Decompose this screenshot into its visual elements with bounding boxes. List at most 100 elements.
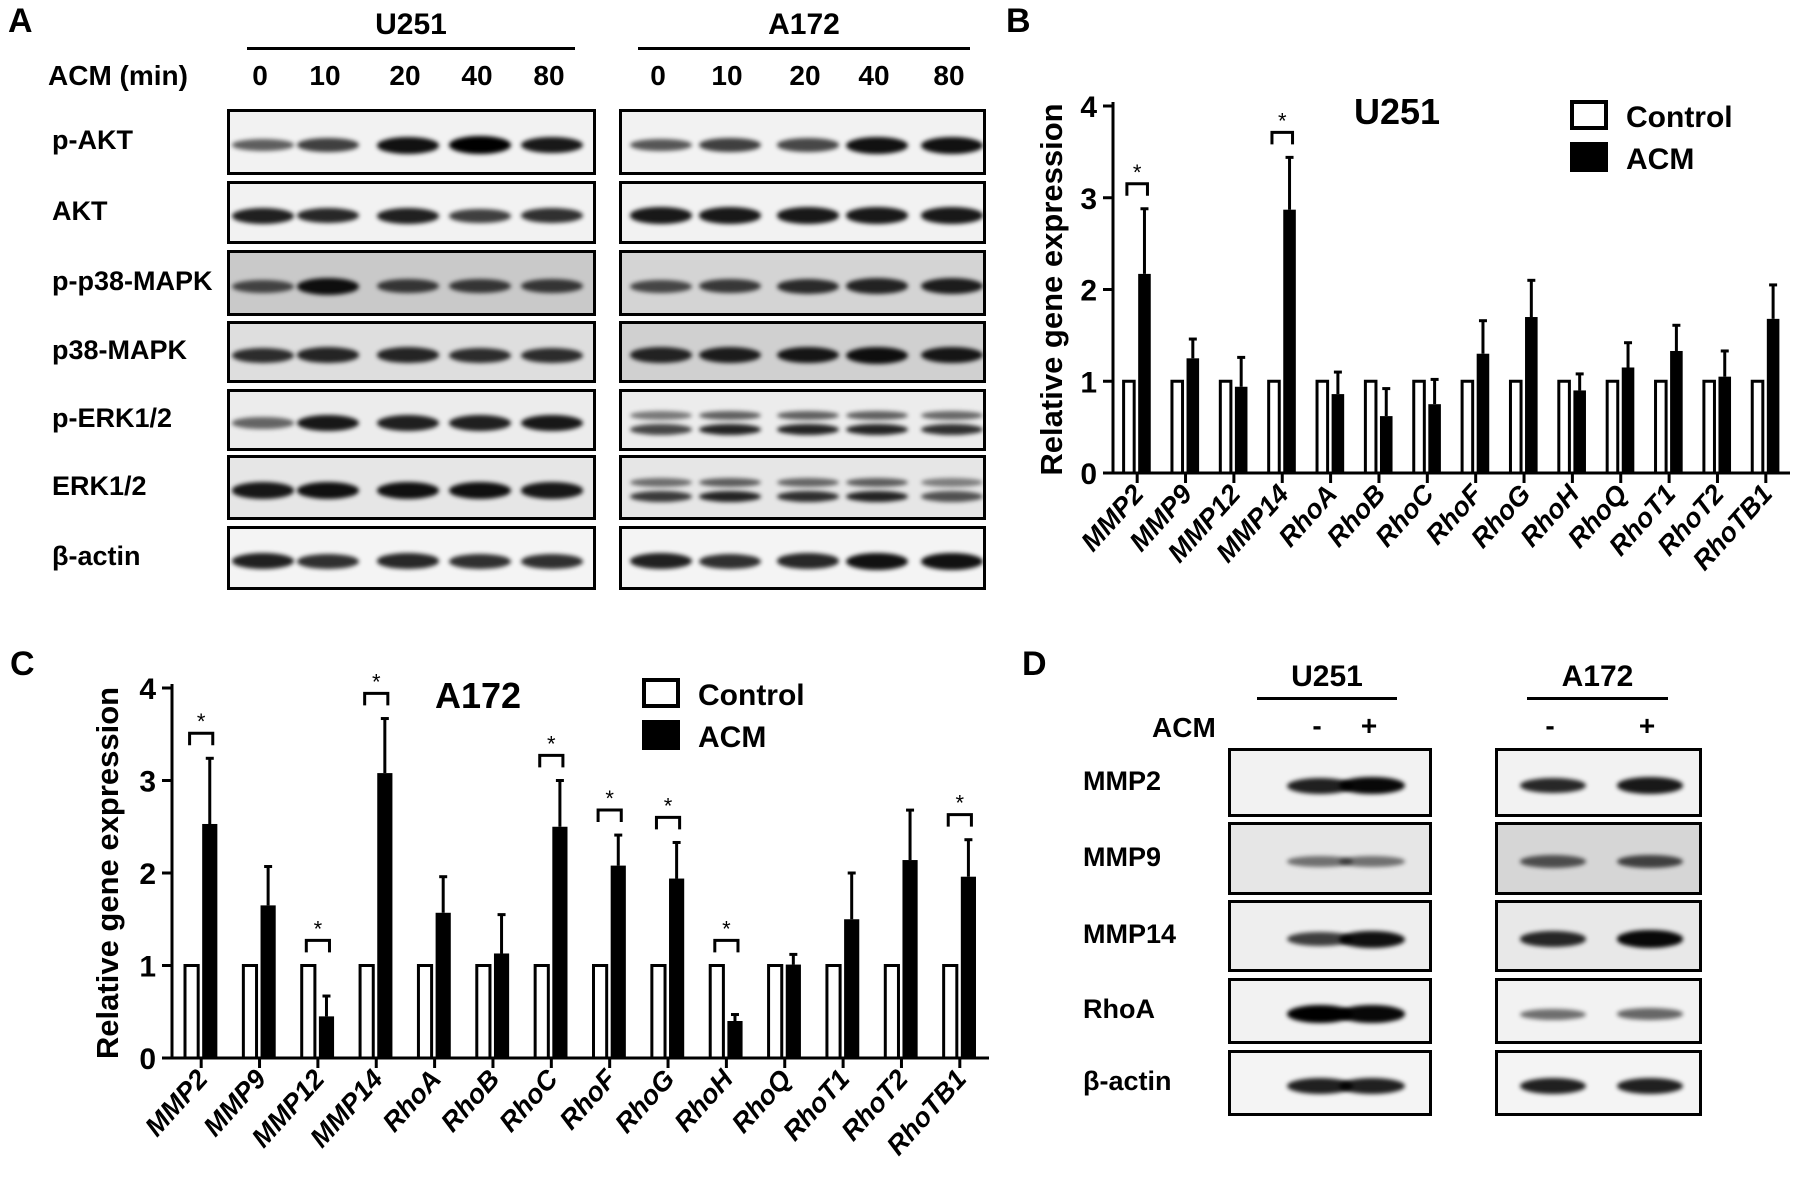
bar-acm xyxy=(844,919,860,1058)
acm-time-label: ACM (min) xyxy=(48,60,188,91)
bar-acm xyxy=(1186,358,1200,473)
bar-acm xyxy=(610,865,626,1058)
legend-swatch-control xyxy=(1570,100,1608,130)
significance-bracket xyxy=(538,753,565,768)
blot-row-label: β-actin xyxy=(1083,1066,1172,1096)
significance-star: * xyxy=(605,786,614,811)
protein-band xyxy=(520,553,584,569)
protein-band xyxy=(520,208,584,223)
protein-band xyxy=(845,410,909,420)
bar-control xyxy=(825,964,842,1060)
y-tick-label: 4 xyxy=(1080,91,1097,124)
blot-row-label: MMP2 xyxy=(1083,765,1162,796)
x-tick-label: RhoB xyxy=(435,1064,505,1138)
blot-rhoa xyxy=(1228,978,1432,1044)
significance-bracket xyxy=(654,815,682,830)
bar-control xyxy=(883,964,900,1060)
bar-acm xyxy=(202,823,218,1058)
blot--actin xyxy=(619,526,986,590)
bar-control xyxy=(1315,379,1330,475)
protein-band xyxy=(776,278,840,294)
protein-band xyxy=(231,279,295,293)
protein-band xyxy=(1339,856,1405,867)
bar-acm xyxy=(902,860,918,1058)
protein-band xyxy=(776,478,840,487)
protein-band xyxy=(1339,776,1405,795)
bar-control xyxy=(1605,379,1620,475)
protein-band xyxy=(376,482,440,499)
y-axis-label: Relative gene expression xyxy=(90,687,125,1059)
legend-label: Control xyxy=(1626,101,1733,134)
bar-control xyxy=(1218,379,1233,475)
protein-band xyxy=(1520,777,1586,794)
legend-label: ACM xyxy=(698,721,766,754)
panel-d-a172-header: A172 xyxy=(1561,660,1634,693)
x-tick-label: RhoG xyxy=(609,1064,680,1139)
bar-acm xyxy=(1621,367,1635,473)
y-tick-label: 0 xyxy=(139,1043,156,1076)
bar-acm xyxy=(1573,390,1586,473)
significance-bracket xyxy=(188,731,215,746)
lane-label: - xyxy=(1545,710,1555,741)
protein-band xyxy=(231,207,295,224)
protein-band xyxy=(920,136,984,154)
x-tick-label: RhoH xyxy=(668,1064,739,1138)
lane-label: 20 xyxy=(789,60,821,91)
blot-row-label: MMP9 xyxy=(1083,841,1162,872)
blot--actin xyxy=(227,526,596,590)
protein-band xyxy=(629,478,693,487)
protein-band xyxy=(698,491,762,502)
bar-control xyxy=(1702,379,1716,475)
lane-label: 10 xyxy=(711,60,743,91)
protein-band xyxy=(1520,931,1586,947)
protein-band xyxy=(231,347,295,363)
blot-p-erk1-2 xyxy=(227,389,596,451)
protein-band xyxy=(296,207,360,224)
y-tick-label: 1 xyxy=(1080,366,1097,399)
blot-row-label: RhoA xyxy=(1083,994,1155,1024)
bar-acm xyxy=(1525,317,1538,473)
blot-p-akt xyxy=(619,109,986,175)
panel-a-label: A xyxy=(8,2,33,40)
significance-star: * xyxy=(722,916,731,941)
protein-band xyxy=(629,553,693,569)
protein-band xyxy=(1287,777,1353,794)
bar-control xyxy=(650,964,667,1060)
blot-row-label: AKT xyxy=(52,195,108,226)
blot-row-label: β-actin xyxy=(52,541,141,571)
protein-band xyxy=(1617,1008,1683,1020)
protein-band xyxy=(1287,932,1353,946)
protein-band xyxy=(1520,1008,1586,1020)
significance-bracket xyxy=(946,813,973,827)
bar-acm xyxy=(960,876,976,1058)
protein-band xyxy=(776,423,840,435)
bar-acm xyxy=(318,1016,335,1058)
bar-acm xyxy=(260,905,276,1058)
protein-band xyxy=(920,207,984,224)
protein-band xyxy=(920,552,984,570)
bar-control xyxy=(767,964,784,1060)
protein-band xyxy=(520,414,584,432)
protein-band xyxy=(296,414,360,432)
bar-control xyxy=(533,964,550,1060)
bar-control xyxy=(1557,379,1571,475)
protein-band xyxy=(698,423,762,435)
significance-star: * xyxy=(956,791,965,816)
x-tick-label: RhoA xyxy=(377,1064,447,1138)
protein-band xyxy=(376,553,440,569)
blot-mmp9 xyxy=(1228,822,1432,895)
y-axis-label: Relative gene expression xyxy=(1034,103,1069,475)
protein-band xyxy=(231,139,295,151)
bar-control xyxy=(1412,379,1426,475)
significance-star: * xyxy=(314,916,323,941)
panel-b-label: B xyxy=(1006,2,1031,40)
protein-band xyxy=(296,138,360,152)
protein-band xyxy=(231,417,295,429)
blot-akt xyxy=(227,181,596,244)
protein-band xyxy=(776,346,840,364)
protein-band xyxy=(1617,1078,1683,1094)
protein-band xyxy=(376,347,440,363)
protein-band xyxy=(629,491,693,502)
panel-a-u251-underline xyxy=(247,47,575,50)
protein-band xyxy=(776,138,840,152)
